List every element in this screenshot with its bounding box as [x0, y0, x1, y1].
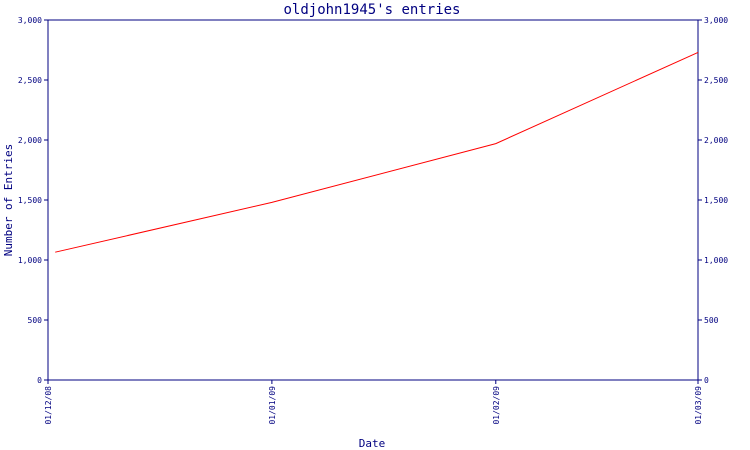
plot-area [47, 19, 699, 381]
y-tick-label-left: 3,000 [18, 16, 42, 25]
y-tick-label-right: 2,000 [704, 136, 728, 145]
y-tick-label-right: 500 [704, 316, 719, 325]
y-tick-label-right: 3,000 [704, 16, 728, 25]
chart-title: oldjohn1945's entries [283, 2, 460, 18]
x-tick-label: 01/03/09 [694, 386, 703, 425]
x-axis: 01/12/08 01/01/09 01/02/09 01/03/09 [44, 380, 703, 425]
y-tick-label-left: 1,000 [18, 256, 42, 265]
y-tick-label-left: 0 [37, 376, 42, 385]
x-axis-label: Date [359, 437, 386, 450]
y-axis-left: 0 500 1,000 1,500 2,000 2,500 3,000 [18, 16, 48, 385]
y-tick-label-right: 1,000 [704, 256, 728, 265]
x-tick-label: 01/02/09 [492, 386, 501, 425]
series-line [55, 51, 699, 253]
y-tick-label-left: 500 [28, 316, 43, 325]
x-tick-label: 01/01/09 [268, 386, 277, 425]
y-tick-label-left: 1,500 [18, 196, 42, 205]
y-tick-label-right: 1,500 [704, 196, 728, 205]
y-tick-label-right: 0 [704, 376, 709, 385]
y-tick-label-left: 2,000 [18, 136, 42, 145]
series-layer [55, 51, 699, 253]
y-tick-label-right: 2,500 [704, 76, 728, 85]
y-axis-right: 0 500 1,000 1,500 2,000 2,500 3,000 [698, 16, 728, 385]
y-tick-label-left: 2,500 [18, 76, 42, 85]
y-axis-label: Number of Entries [2, 144, 15, 257]
x-tick-label: 01/12/08 [44, 386, 53, 425]
